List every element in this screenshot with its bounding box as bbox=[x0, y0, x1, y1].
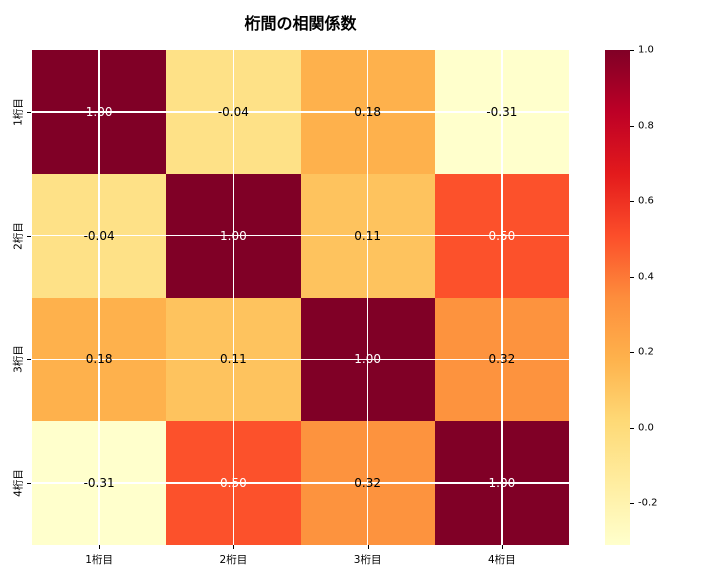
cell-value-label: 0.50 bbox=[220, 476, 247, 491]
colorbar-tick-mark bbox=[630, 125, 634, 127]
heatmap-cell-r3-c4: 0.32 bbox=[434, 297, 569, 422]
colorbar-tick-label: 0.4 bbox=[638, 271, 654, 283]
y-tick-mark bbox=[27, 483, 31, 485]
colorbar-tick-mark bbox=[630, 352, 634, 354]
x-tick-label: 3桁目 bbox=[353, 554, 382, 566]
y-tick-label: 2桁目 bbox=[12, 221, 25, 250]
colorbar-tick-label: 0.0 bbox=[638, 422, 654, 434]
heatmap-cell-r1-c4: -0.31 bbox=[434, 50, 569, 174]
x-tick-mark bbox=[501, 545, 503, 549]
cell-value-label: -0.31 bbox=[486, 104, 518, 119]
y-tick-mark bbox=[27, 235, 31, 237]
heatmap-cell-r1-c2: -0.04 bbox=[166, 50, 301, 174]
y-tick-label: 4桁目 bbox=[12, 469, 25, 497]
heatmap-cell-r3-c2: 0.11 bbox=[166, 297, 301, 422]
heatmap-cell-r3-c3: 1.00 bbox=[300, 297, 435, 422]
heatmap-cell-r3-c1: 0.18 bbox=[32, 297, 167, 422]
cell-value-label: -0.04 bbox=[83, 228, 115, 243]
cell-value-label: 0.32 bbox=[354, 476, 381, 491]
x-tick-mark bbox=[367, 545, 369, 549]
heatmap-cell-r4-c4: 1.00 bbox=[434, 421, 569, 545]
heatmap-plot-area: 1.00 -0.04 0.18 -0.31 -0.04 1.00 0.11 0.50 0.18 0… bbox=[32, 50, 569, 545]
cell-value-label: 0.11 bbox=[220, 352, 247, 367]
chart-title: 桁間の相関係数 bbox=[244, 14, 357, 33]
colorbar-tick-label: 0.6 bbox=[638, 195, 654, 207]
cell-value-label: -0.31 bbox=[83, 476, 115, 491]
colorbar-gradient bbox=[605, 50, 630, 545]
x-tick-label: 4桁目 bbox=[488, 554, 516, 566]
y-tick-label: 1桁目 bbox=[12, 98, 25, 126]
x-tick-label: 1桁目 bbox=[85, 554, 113, 566]
heatmap-cell-r2-c1: -0.04 bbox=[32, 173, 167, 298]
cell-value-label: 1.00 bbox=[488, 476, 516, 491]
colorbar-tick-label: 0.8 bbox=[638, 120, 654, 132]
y-tick-mark bbox=[27, 111, 31, 113]
heatmap-cell-r4-c2: 0.50 bbox=[166, 421, 301, 545]
heatmap-cell-r1-c1: 1.00 bbox=[32, 50, 167, 174]
cell-value-label: 0.32 bbox=[488, 352, 516, 367]
colorbar-tick-mark bbox=[630, 50, 634, 51]
x-tick-mark bbox=[99, 545, 101, 549]
cell-value-label: 1.00 bbox=[85, 104, 113, 119]
x-tick-label: 2桁目 bbox=[219, 554, 248, 566]
cell-value-label: 0.50 bbox=[488, 228, 516, 243]
colorbar-tick-label: 0.2 bbox=[638, 346, 654, 358]
cell-value-label: 0.11 bbox=[354, 228, 381, 243]
cell-value-label: 1.00 bbox=[220, 228, 247, 243]
colorbar-tick-mark bbox=[630, 276, 634, 278]
heatmap-cell-r2-c3: 0.11 bbox=[300, 173, 435, 298]
colorbar-tick-mark bbox=[630, 201, 634, 203]
colorbar-tick-mark bbox=[630, 427, 634, 429]
cell-value-label: -0.04 bbox=[217, 104, 249, 119]
colorbar-tick-label: -0.2 bbox=[638, 497, 658, 509]
heatmap-cell-r2-c2: 1.00 bbox=[166, 173, 301, 298]
colorbar-tick-mark bbox=[630, 503, 634, 505]
cell-value-label: 1.00 bbox=[354, 352, 381, 367]
colorbar bbox=[605, 50, 630, 545]
colorbar-tick-label: 1.0 bbox=[638, 44, 654, 56]
heatmap-cells: 1.00 -0.04 0.18 -0.31 -0.04 1.00 0.11 0.50 0.18 0… bbox=[32, 50, 569, 545]
cell-value-label: 0.18 bbox=[354, 104, 381, 119]
heatmap-cell-r2-c4: 0.50 bbox=[434, 173, 569, 298]
x-tick-mark bbox=[233, 545, 235, 549]
y-tick-label: 3桁目 bbox=[12, 345, 25, 374]
heatmap-cell-r4-c3: 0.32 bbox=[300, 421, 435, 545]
cell-value-label: 0.18 bbox=[85, 352, 113, 367]
heatmap-cell-r4-c1: -0.31 bbox=[32, 421, 167, 545]
y-tick-mark bbox=[27, 359, 31, 361]
heatmap-cell-r1-c3: 0.18 bbox=[300, 50, 435, 174]
